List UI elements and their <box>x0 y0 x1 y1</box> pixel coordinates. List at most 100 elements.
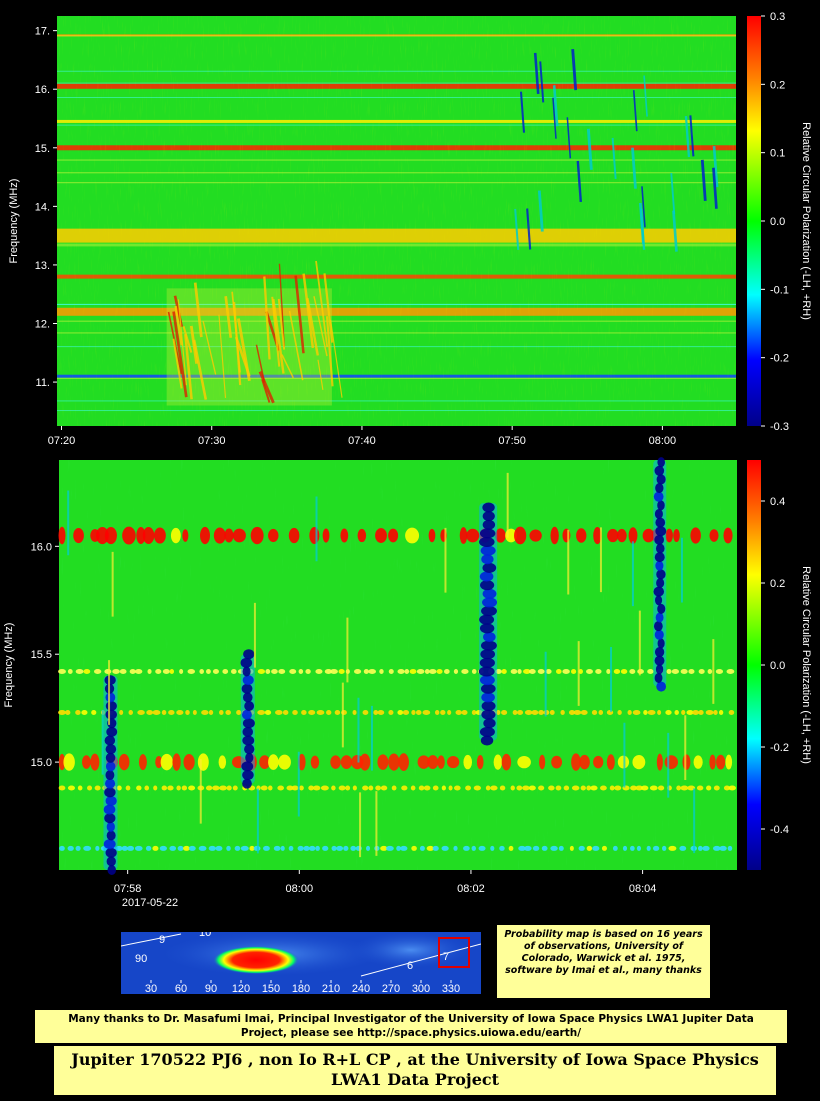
band-dot <box>160 753 173 771</box>
band-dot <box>388 528 399 543</box>
band-dot <box>416 668 425 674</box>
band-dot <box>665 528 673 543</box>
band-dot <box>379 668 384 674</box>
band-dot <box>288 527 300 544</box>
band-dot <box>549 709 555 715</box>
band-dot <box>609 785 615 791</box>
band-dot <box>652 845 660 851</box>
band-dot <box>289 668 297 674</box>
band-dot <box>632 755 646 770</box>
band-dot <box>236 709 242 715</box>
lh-burst-blob <box>479 614 495 625</box>
lh-burst-blob <box>479 657 495 668</box>
band-dot <box>338 668 345 674</box>
band-dot <box>447 756 460 769</box>
band-dot <box>185 709 190 715</box>
band-dot <box>698 709 704 715</box>
x-tick-label: 07:40 <box>348 435 376 447</box>
band-dot <box>417 755 430 769</box>
lh-burst-blob <box>653 491 664 502</box>
map-x-tick-label: 330 <box>442 983 460 994</box>
lh-burst-blob <box>655 543 665 554</box>
band-dot <box>377 754 389 770</box>
band-dot <box>600 785 607 791</box>
map-curve-line <box>360 943 481 977</box>
band-dot <box>278 754 291 770</box>
lh-burst-blob <box>105 752 116 763</box>
band-dot <box>676 785 681 791</box>
band-dot <box>385 845 394 851</box>
band-dot <box>680 668 688 674</box>
band-dot <box>67 845 74 851</box>
map-cloud-right <box>351 932 471 968</box>
band-dot <box>345 785 351 791</box>
lh-burst-blob <box>657 500 665 511</box>
band-dot <box>510 668 518 674</box>
band-dot <box>681 709 686 715</box>
band-dot <box>116 785 122 791</box>
band-dot <box>326 709 332 715</box>
bottom-colorbar-ticks: 0.4 0.2 0.0 -0.2 -0.4 <box>761 496 789 836</box>
band-dot <box>112 668 120 674</box>
lh-burst-blob <box>106 821 115 832</box>
lh-burst-blob <box>481 606 497 617</box>
band-dot <box>232 785 238 791</box>
colorbar-tick-label: 0.4 <box>770 496 785 508</box>
band-dot <box>299 785 304 791</box>
band-dot <box>218 755 227 769</box>
band-dot <box>529 529 542 542</box>
band-dot <box>441 845 449 851</box>
band-dot <box>136 785 142 791</box>
bottom-y-axis-label: Frequency (MHz) <box>3 623 15 708</box>
lh-burst-blob <box>653 586 665 597</box>
map-curve-label: 7 <box>443 951 449 963</box>
band-dot <box>198 845 207 851</box>
lh-burst-blob <box>105 770 115 781</box>
lh-burst-blob <box>480 640 497 651</box>
lh-burst-blob <box>482 597 498 608</box>
map-hotspot <box>213 946 299 974</box>
band-dot <box>517 755 531 769</box>
band-dot <box>528 785 536 791</box>
map-y-tick-label: 90 <box>135 953 147 965</box>
lh-burst-blob <box>657 603 666 614</box>
band-dot <box>324 668 333 674</box>
band-dot <box>426 845 434 851</box>
band-dot <box>234 845 241 851</box>
lh-burst-blob <box>242 666 251 677</box>
lh-burst-blob <box>480 683 496 694</box>
map-curve-label: 6 <box>407 960 413 972</box>
band-dot <box>59 845 65 851</box>
band-dot <box>250 526 264 545</box>
band-dot <box>709 529 719 542</box>
band-dot <box>265 668 271 674</box>
band-dot <box>138 754 147 771</box>
lh-burst-blob <box>105 692 116 703</box>
band-dot <box>465 785 472 791</box>
band-dot <box>443 668 450 674</box>
band-dot <box>522 785 530 791</box>
band-dot <box>463 754 473 770</box>
band-dot <box>437 755 445 769</box>
top-colorbar-label: Relative Circular Polarization (-LH, +RH… <box>800 122 812 320</box>
band-dot <box>271 668 278 674</box>
band-dot <box>571 668 577 674</box>
band-dot <box>598 709 604 715</box>
map-x-tick-label: 300 <box>412 983 430 994</box>
x-tick-label: 08:02 <box>457 883 485 895</box>
band-dot <box>592 845 600 851</box>
band-dot <box>461 668 469 674</box>
band-dot <box>501 709 508 715</box>
lh-burst-blob <box>242 770 254 781</box>
band-dot <box>647 668 654 674</box>
band-dot <box>647 709 656 715</box>
lh-burst-blob <box>242 735 255 746</box>
band-dot <box>316 709 325 715</box>
band-dot <box>571 785 580 791</box>
band-dot <box>308 785 315 791</box>
top-plot-grain <box>57 16 736 426</box>
band-dot <box>230 668 237 674</box>
bottom-plot-grain <box>59 460 737 870</box>
lh-burst-blob <box>245 752 254 763</box>
band-dot <box>674 709 679 715</box>
